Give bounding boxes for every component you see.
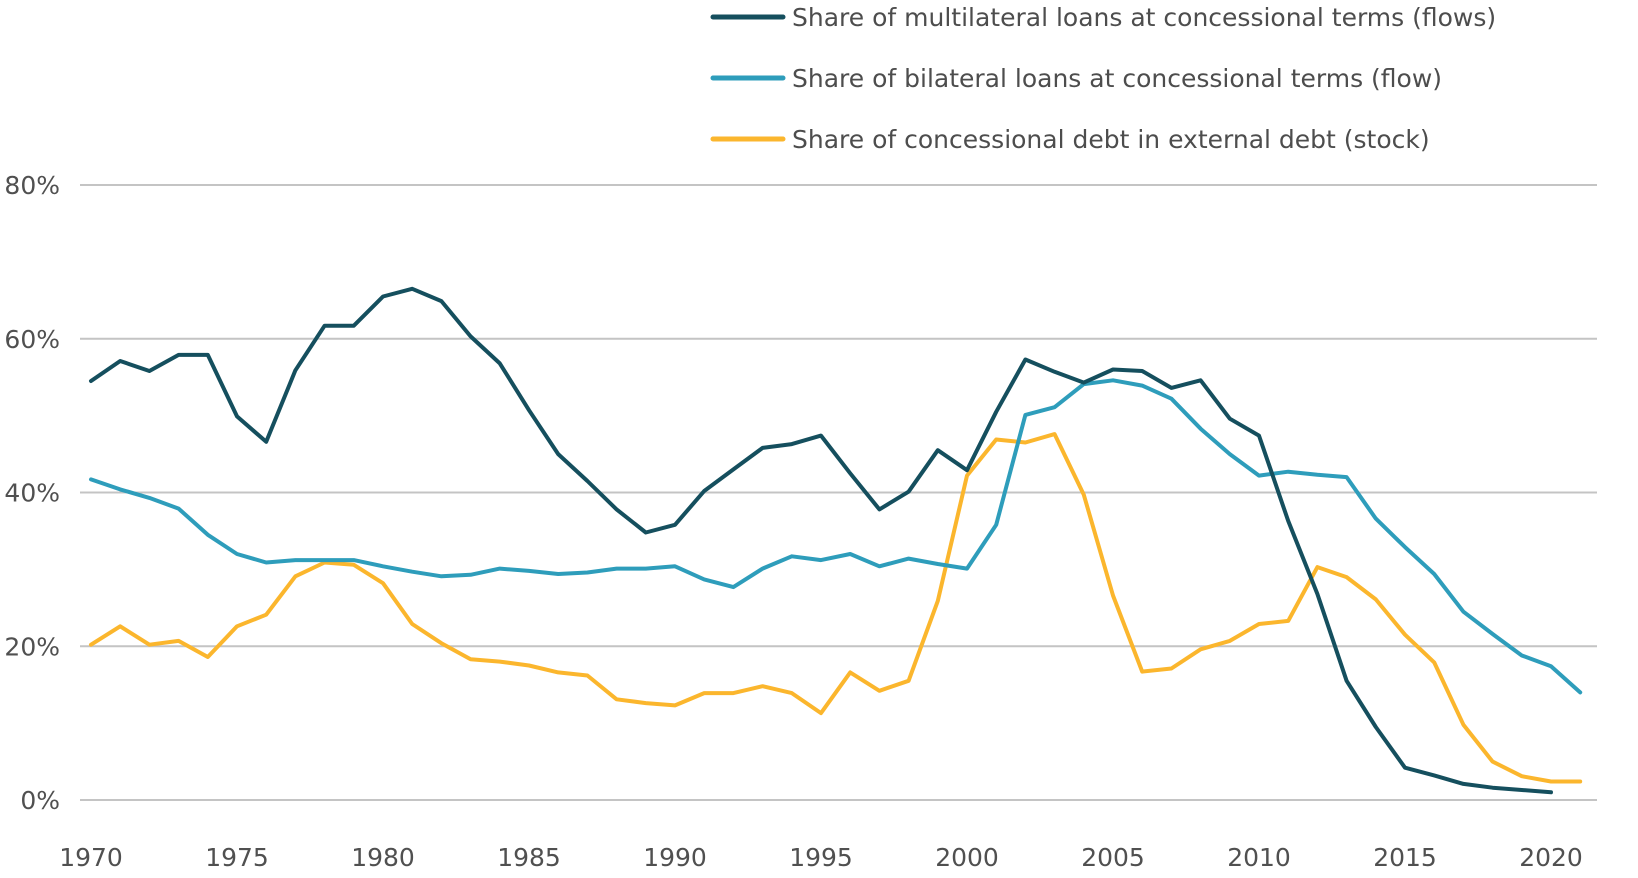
x-tick-label: 2020 — [1519, 843, 1583, 872]
legend: Share of multilateral loans at concessio… — [710, 3, 1496, 154]
y-tick-label: 60% — [4, 325, 60, 354]
legend-label: Share of bilateral loans at concessional… — [792, 64, 1442, 93]
series-multilateral-line — [89, 286, 1553, 795]
series-concessional-stock-line — [89, 432, 1583, 784]
x-tick-label: 2000 — [935, 843, 999, 872]
x-tick-label: 2005 — [1081, 843, 1145, 872]
gridlines — [80, 184, 1597, 801]
y-tick-label: 20% — [4, 632, 60, 661]
x-tick-label: 1980 — [351, 843, 415, 872]
legend-item-bilateral: Share of bilateral loans at concessional… — [710, 64, 1442, 93]
x-axis-tick-labels: 1970 1975 1980 1985 1990 1995 2000 2005 2010 2015… — [59, 843, 1583, 872]
legend-item-multilateral: Share of multilateral loans at concessio… — [710, 3, 1496, 32]
y-tick-label: 0% — [20, 786, 60, 815]
legend-label: Share of concessional debt in external d… — [792, 125, 1430, 154]
x-tick-label: 2010 — [1227, 843, 1291, 872]
series-lines — [89, 286, 1583, 795]
x-tick-label: 1975 — [205, 843, 269, 872]
legend-label: Share of multilateral loans at concessio… — [792, 3, 1496, 32]
x-tick-label: 1995 — [789, 843, 853, 872]
x-tick-label: 1990 — [643, 843, 707, 872]
y-tick-label: 80% — [4, 171, 60, 200]
legend-item-concessional-stock: Share of concessional debt in external d… — [710, 125, 1430, 154]
y-axis-tick-labels: 0% 20% 40% 60% 80% — [4, 171, 60, 815]
x-tick-label: 1970 — [59, 843, 123, 872]
series-bilateral-line — [89, 378, 1583, 695]
x-tick-label: 2015 — [1373, 843, 1437, 872]
x-tick-label: 1985 — [497, 843, 561, 872]
y-tick-label: 40% — [4, 479, 60, 508]
